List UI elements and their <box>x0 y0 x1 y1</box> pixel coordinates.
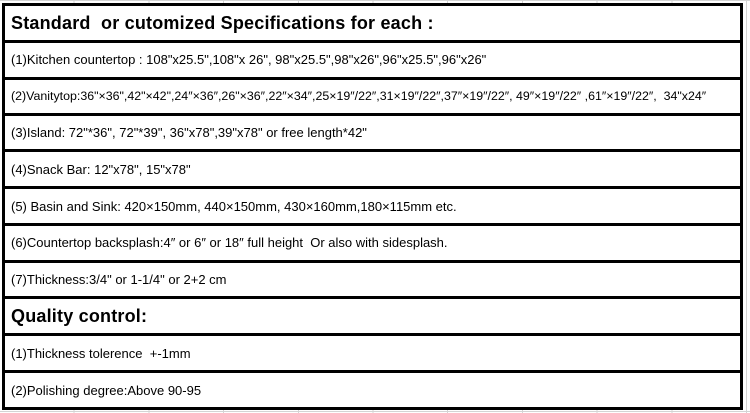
specifications-table: Standard or cutomized Specifications for… <box>2 3 743 410</box>
section-header-specifications: Standard or cutomized Specifications for… <box>11 12 434 33</box>
spec-row-vanitytop: (2)Vanitytop:36"×36",42"×42",24″×36″,26"… <box>5 76 740 113</box>
section-header-quality-control: Quality control: <box>5 296 740 333</box>
spec-row-kitchen-countertop: (1)Kitchen countertop : 108"x25.5",108"x… <box>5 40 740 77</box>
spec-row-basin-and-sink: (5) Basin and Sink: 420×150mm, 440×150mm… <box>5 186 740 223</box>
gridline-top <box>0 0 750 1</box>
spec-row-thickness: (7)Thickness:3/4" or 1-1/4" or 2+2 cm <box>5 259 740 297</box>
quality-row-thickness-tolerance: (1)Thickness tolerence +-1mm <box>5 333 740 370</box>
spec-row-snack-bar: (4)Snack Bar: 12"x78", 15"x78" <box>5 149 740 186</box>
spec-row-countertop-backsplash: (6)Countertop backsplash:4″ or 6″ or 18″… <box>5 222 740 260</box>
quality-row-polishing-degree: (2)Polishing degree:Above 90-95 <box>5 370 740 407</box>
spec-row-island: (3)Island: 72"*36", 72"*39", 36"x78",39"… <box>5 112 740 150</box>
gridline-bottom <box>0 411 750 412</box>
